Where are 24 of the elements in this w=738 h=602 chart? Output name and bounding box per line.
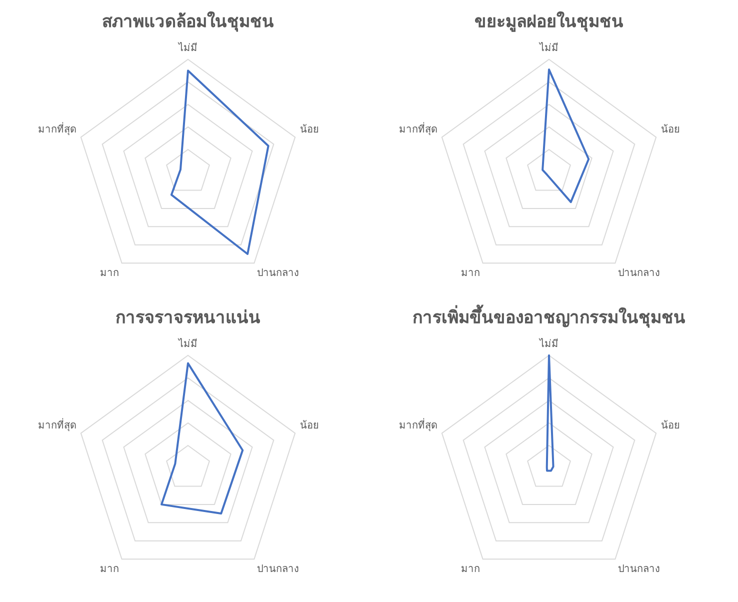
spoke-label: ปานกลาง: [257, 268, 300, 279]
chart-title: สภาพแวดล้อมในชุมชน: [102, 10, 274, 32]
spoke-label: มากที่สุด: [38, 417, 76, 432]
spoke-label: มากที่สุด: [38, 121, 76, 136]
spoke-label: ไม่มี: [178, 338, 198, 350]
chart-title: ขยะมูลฝอยในชุมชน: [474, 10, 624, 33]
spoke-label: มากที่สุด: [399, 417, 438, 432]
spoke-label: มาก: [460, 268, 480, 279]
chart-title: การจราจรหนาแน่น: [116, 308, 260, 327]
spoke-label: ไม่มี: [178, 42, 198, 54]
spoke-label: น้อย: [660, 419, 680, 432]
spoke-label: มากที่สุด: [399, 121, 438, 136]
spoke-label: ปานกลาง: [618, 268, 660, 279]
spoke-label: มาก: [100, 564, 119, 575]
spoke-label: น้อย: [300, 419, 319, 432]
spoke-label: มาก: [460, 564, 480, 575]
spoke-label: ไม่มี: [538, 338, 558, 350]
spoke-label: ปานกลาง: [618, 564, 660, 575]
spoke-label: มาก: [100, 268, 119, 279]
spoke-label: ไม่มี: [538, 42, 558, 54]
spoke-label: ปานกลาง: [257, 564, 300, 575]
spoke-label: น้อย: [660, 123, 680, 136]
chart-title: การเพิ่มขึ้นของอาชญากรรมในชุมชน: [412, 304, 686, 328]
spoke-label: น้อย: [300, 123, 319, 136]
